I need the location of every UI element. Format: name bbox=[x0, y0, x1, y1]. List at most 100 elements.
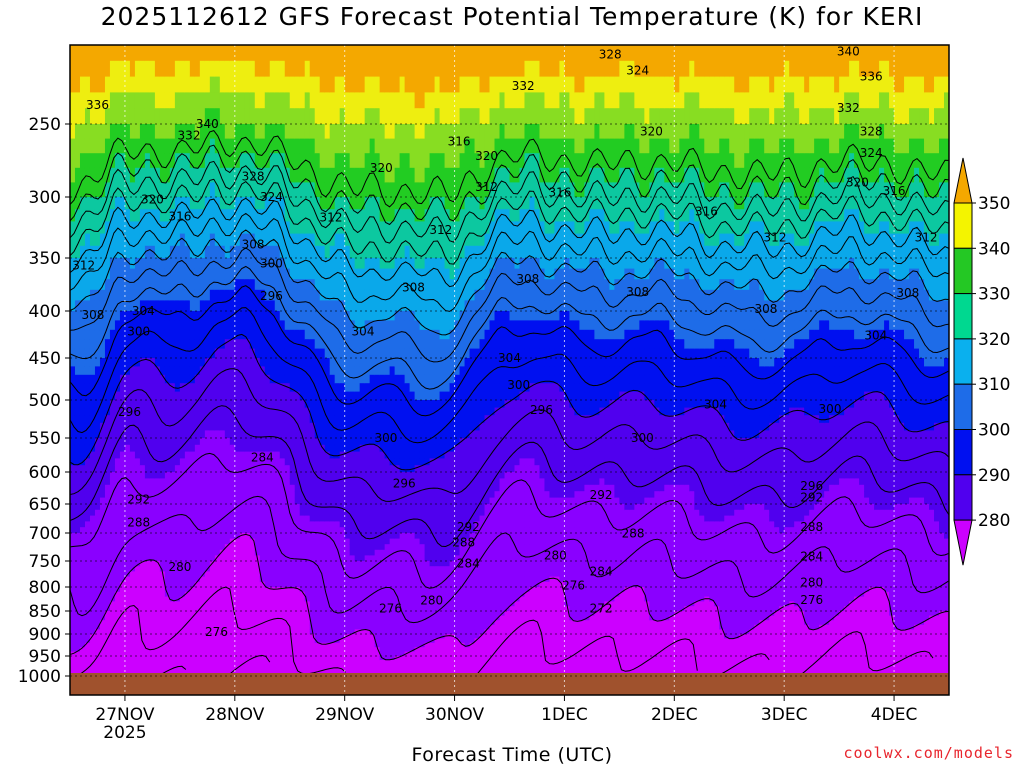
band-cell bbox=[369, 651, 376, 657]
band-cell bbox=[169, 581, 176, 588]
band-cell bbox=[219, 561, 226, 567]
band-cell bbox=[359, 515, 366, 522]
band-cell bbox=[89, 430, 96, 439]
band-cell bbox=[119, 521, 126, 528]
band-cell bbox=[374, 634, 381, 639]
band-cell bbox=[309, 472, 316, 479]
band-cell bbox=[204, 124, 211, 140]
band-cell bbox=[214, 391, 221, 401]
band-cell bbox=[229, 615, 236, 621]
band-cell bbox=[164, 258, 171, 270]
band-cell bbox=[354, 245, 361, 259]
band-cell bbox=[159, 521, 166, 528]
band-cell bbox=[284, 491, 291, 499]
band-cell bbox=[139, 45, 146, 62]
band-cell bbox=[304, 258, 311, 270]
band-cell bbox=[169, 233, 176, 247]
band-cell bbox=[299, 422, 306, 431]
band-cell bbox=[324, 521, 331, 528]
band-cell bbox=[109, 509, 116, 517]
band-cell bbox=[84, 108, 91, 125]
band-cell bbox=[214, 339, 221, 350]
band-cell bbox=[70, 642, 76, 648]
band-cell bbox=[254, 566, 261, 572]
band-cell bbox=[109, 374, 116, 384]
band-cell bbox=[109, 197, 116, 210]
band-cell bbox=[99, 587, 106, 593]
band-cell bbox=[199, 538, 206, 545]
band-cell bbox=[219, 566, 226, 572]
band-cell bbox=[239, 484, 246, 492]
band-cell bbox=[344, 374, 351, 384]
band-cell bbox=[74, 108, 81, 125]
band-cell bbox=[104, 478, 111, 486]
band-cell bbox=[274, 591, 281, 598]
band-cell bbox=[249, 348, 256, 359]
band-cell bbox=[149, 615, 156, 621]
band-cell bbox=[309, 407, 316, 416]
band-cell bbox=[309, 549, 316, 556]
band-cell bbox=[349, 76, 356, 93]
band-cell bbox=[74, 647, 81, 653]
band-cell bbox=[304, 549, 311, 556]
band-cell bbox=[214, 624, 221, 630]
band-cell bbox=[219, 484, 226, 492]
band-cell bbox=[264, 124, 271, 140]
band-cell bbox=[169, 391, 176, 401]
band-cell bbox=[214, 571, 221, 578]
band-cell bbox=[139, 279, 146, 291]
band-cell bbox=[364, 391, 371, 401]
band-cell bbox=[284, 509, 291, 517]
band-cell bbox=[239, 538, 246, 545]
band-cell bbox=[234, 422, 241, 431]
band-cell bbox=[134, 527, 141, 534]
band-cell bbox=[204, 509, 211, 517]
band-cell bbox=[369, 415, 376, 424]
band-cell bbox=[89, 596, 96, 602]
band-cell bbox=[139, 566, 146, 572]
band-cell bbox=[269, 444, 276, 453]
band-cell bbox=[114, 566, 121, 572]
band-cell bbox=[219, 76, 226, 93]
band-cell bbox=[109, 642, 116, 648]
band-cell bbox=[164, 245, 171, 259]
band-cell bbox=[354, 108, 361, 125]
band-cell bbox=[70, 153, 76, 169]
band-cell bbox=[309, 664, 316, 669]
band-cell bbox=[269, 268, 276, 280]
band-cell bbox=[339, 624, 346, 630]
band-cell bbox=[184, 92, 191, 109]
band-cell bbox=[164, 629, 171, 635]
band-cell bbox=[244, 544, 251, 551]
band-cell bbox=[249, 124, 256, 140]
band-cell bbox=[104, 591, 111, 598]
band-cell bbox=[104, 624, 111, 630]
band-cell bbox=[159, 444, 166, 453]
band-cell bbox=[104, 197, 111, 210]
band-cell bbox=[259, 415, 266, 424]
band-cell bbox=[79, 279, 86, 291]
band-cell bbox=[359, 138, 366, 154]
band-cell bbox=[359, 656, 366, 661]
band-cell bbox=[329, 647, 336, 653]
band-cell bbox=[154, 407, 161, 416]
band-cell bbox=[349, 268, 356, 280]
band-cell bbox=[294, 430, 301, 439]
band-cell bbox=[109, 430, 116, 439]
band-cell bbox=[129, 533, 136, 540]
band-cell bbox=[79, 527, 86, 534]
band-cell bbox=[84, 638, 91, 644]
band-cell bbox=[239, 279, 246, 291]
band-cell bbox=[204, 561, 211, 567]
band-cell bbox=[159, 138, 166, 154]
band-cell bbox=[324, 656, 331, 661]
band-cell bbox=[159, 509, 166, 517]
band-cell bbox=[254, 124, 261, 140]
band-cell bbox=[314, 615, 321, 621]
band-cell bbox=[139, 167, 146, 183]
band-cell bbox=[129, 197, 136, 210]
band-cell bbox=[204, 576, 211, 583]
band-cell bbox=[119, 348, 126, 359]
band-cell bbox=[134, 465, 141, 473]
band-cell bbox=[284, 504, 291, 511]
